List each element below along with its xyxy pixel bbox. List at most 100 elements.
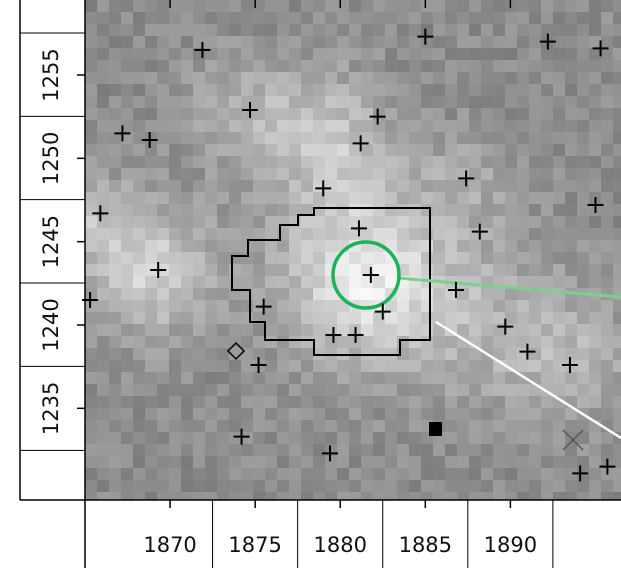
pixel [265,120,277,132]
pixel [265,24,277,36]
pixel [433,12,445,24]
pixel [409,144,421,156]
pixel [469,384,481,396]
pixel [505,252,517,264]
pixel [145,228,157,240]
pixel [193,12,205,24]
pixel [433,360,445,372]
pixel [97,468,109,480]
pixel [541,108,553,120]
pixel [469,420,481,432]
pixel [229,252,241,264]
pixel [601,84,613,96]
pixel [229,48,241,60]
pixel [121,0,133,12]
pixel [469,192,481,204]
pixel [313,480,325,492]
pixel [481,492,493,504]
pixel [277,60,289,72]
pixel [145,492,157,504]
pixel [445,60,457,72]
pixel [505,120,517,132]
pixel [541,432,553,444]
pixel [469,300,481,312]
pixel [529,120,541,132]
pixel [97,96,109,108]
pixel [217,84,229,96]
pixel [397,36,409,48]
pixel [169,396,181,408]
pixel [553,276,565,288]
pixel [145,156,157,168]
pixel [277,180,289,192]
pixel [505,396,517,408]
pixel [481,204,493,216]
pixel [349,252,361,264]
pixel [421,204,433,216]
pixel [121,12,133,24]
pixel [601,444,613,456]
pixel [157,288,169,300]
pixel [217,492,229,504]
pixel [613,84,621,96]
pixel [397,384,409,396]
pixel [397,432,409,444]
pixel [493,156,505,168]
pixel [397,0,409,12]
pixel [217,420,229,432]
pixel [409,0,421,12]
pixel [553,96,565,108]
pixel [613,72,621,84]
pixel [241,48,253,60]
pixel [241,84,253,96]
pixel [589,444,601,456]
pixel [457,36,469,48]
pixel [97,120,109,132]
pixel [445,168,457,180]
pixel [205,12,217,24]
pixel [445,252,457,264]
pixel [169,108,181,120]
pixel [577,132,589,144]
pixel [85,432,97,444]
pixel [193,300,205,312]
pixel [469,24,481,36]
pixel [85,24,97,36]
pixel [121,168,133,180]
pixel [469,120,481,132]
pixel [589,72,601,84]
pixel [193,408,205,420]
pixel [517,144,529,156]
pixel [157,228,169,240]
pixel [109,300,121,312]
pixel [421,384,433,396]
pixel [541,156,553,168]
pixel [385,444,397,456]
pixel [169,144,181,156]
pixel [397,60,409,72]
pixel [433,264,445,276]
pixel [565,240,577,252]
pixel [601,396,613,408]
pixel [409,456,421,468]
pixel [337,72,349,84]
pixel [241,12,253,24]
pixel [361,84,373,96]
pixel [361,96,373,108]
pixel [409,492,421,504]
pixel [121,276,133,288]
pixel [409,168,421,180]
pixel [517,456,529,468]
pixel [193,120,205,132]
pixel [613,168,621,180]
pixel [121,348,133,360]
pixel [229,408,241,420]
pixel [373,324,385,336]
pixel [205,336,217,348]
pixel [157,324,169,336]
pixel [397,336,409,348]
pixel [181,348,193,360]
pixel [145,348,157,360]
pixel [529,336,541,348]
pixel [577,204,589,216]
